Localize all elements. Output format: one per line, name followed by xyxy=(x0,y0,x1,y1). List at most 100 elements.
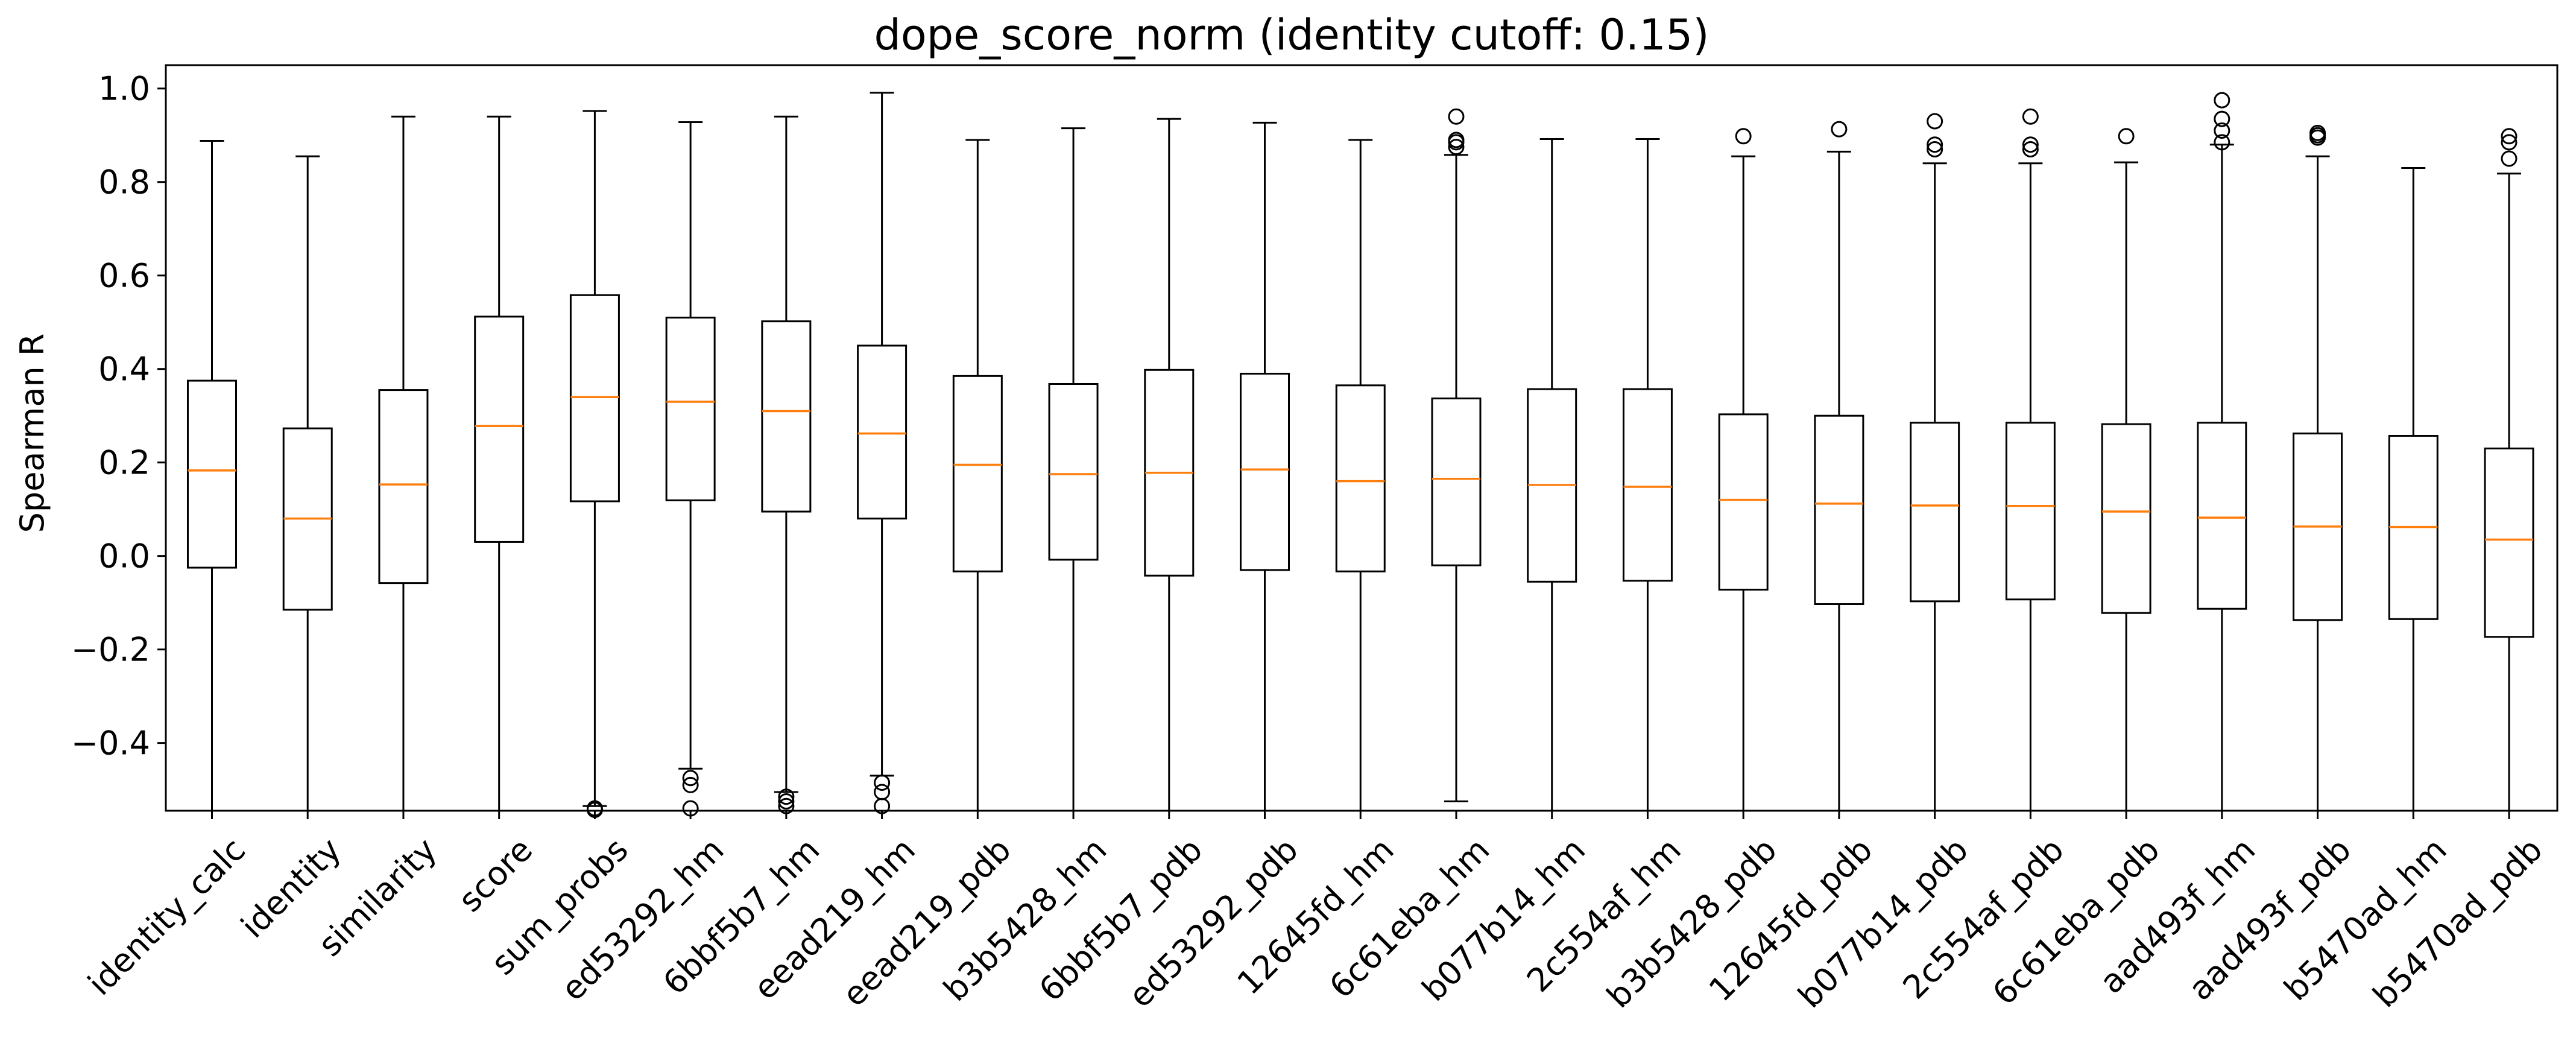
box-group xyxy=(2005,108,2056,811)
box-group xyxy=(2197,92,2247,811)
y-tick-label: −0.4 xyxy=(71,724,150,762)
box-group xyxy=(665,121,716,817)
box-group xyxy=(1910,113,1960,811)
y-tick-label: −0.2 xyxy=(71,631,150,669)
plot-frame xyxy=(165,64,2559,812)
box-iqr xyxy=(2197,422,2247,610)
box-group xyxy=(1527,138,1577,811)
outlier-point xyxy=(2214,134,2230,151)
outlier-point xyxy=(2501,128,2518,145)
x-tick-label: 12645fd_pdb xyxy=(1702,831,1880,1009)
y-axis-label: Spearman R xyxy=(13,334,51,533)
box-group xyxy=(1335,139,1386,811)
x-tick-label: score xyxy=(451,831,540,919)
box-group xyxy=(2484,128,2534,811)
box-iqr xyxy=(665,316,716,501)
x-tick-label: 6bbf5b7_pdb xyxy=(1032,831,1210,1009)
outlier-point xyxy=(874,784,891,800)
box-group xyxy=(857,92,908,814)
outlier-point xyxy=(1448,132,1465,148)
outlier-point xyxy=(1448,108,1465,125)
y-tick-label: 0.0 xyxy=(98,537,150,575)
box-group xyxy=(569,110,620,818)
y-tick-label: 1.0 xyxy=(98,70,150,108)
box-iqr xyxy=(1814,414,1864,605)
outlier-point xyxy=(2309,124,2326,141)
outlier-point xyxy=(682,770,699,787)
outlier-point xyxy=(1448,139,1465,156)
outlier-point xyxy=(2501,150,2518,167)
y-tick-label: 0.6 xyxy=(98,257,150,295)
box-iqr xyxy=(857,344,908,520)
box-group xyxy=(187,140,237,811)
x-tick-label: identity_calc xyxy=(81,831,253,1003)
outlier-point xyxy=(1831,121,1848,138)
outlier-point xyxy=(2501,134,2518,151)
outlier-point xyxy=(1927,136,1943,153)
outlier-point xyxy=(2118,128,2135,145)
x-tick-label: b077b14_hm xyxy=(1415,831,1593,1009)
box-group xyxy=(1144,118,1195,811)
outlier-point xyxy=(2214,110,2230,127)
box-iqr xyxy=(2484,447,2534,638)
box-iqr xyxy=(1335,384,1386,572)
box-group xyxy=(1718,128,1769,811)
x-tick-label: b5470ad_pdb xyxy=(2366,831,2549,1015)
y-tick-label: 0.2 xyxy=(98,444,150,482)
box-iqr xyxy=(952,375,1003,572)
plot-area: −0.4−0.20.00.20.40.60.81.0identity_calci… xyxy=(71,70,2550,1015)
outlier-point xyxy=(778,793,795,810)
outlier-point xyxy=(2214,122,2230,139)
box-group xyxy=(282,155,333,811)
box-iqr xyxy=(474,315,525,543)
box-group xyxy=(1431,108,1482,803)
box-group xyxy=(2388,166,2439,811)
x-tick-label: aad493f_pdb xyxy=(2181,831,2358,1008)
outlier-point xyxy=(2022,141,2039,157)
box-iqr xyxy=(2005,422,2056,601)
outlier-point xyxy=(778,788,795,805)
box-iqr xyxy=(1622,388,1673,582)
box-iqr xyxy=(569,294,620,502)
outlier-point xyxy=(1927,113,1943,130)
x-tick-label: eead219_pdb xyxy=(835,831,1018,1014)
box-group xyxy=(761,115,812,814)
box-iqr xyxy=(1431,398,1482,566)
x-tick-label: ed53292_hm xyxy=(554,831,731,1008)
box-group xyxy=(378,115,429,811)
outlier-point xyxy=(2022,108,2039,125)
outlier-point xyxy=(2214,92,2230,109)
box-group xyxy=(2101,128,2151,811)
box-group xyxy=(1622,138,1673,811)
outlier-point xyxy=(1927,141,1943,157)
x-tick-label: eead219_hm xyxy=(747,831,923,1007)
outlier-point xyxy=(682,776,699,793)
box-group xyxy=(1240,121,1290,811)
box-iqr xyxy=(2101,423,2151,614)
box-iqr xyxy=(1048,382,1099,561)
y-tick-label: 0.8 xyxy=(98,163,150,201)
outlier-point xyxy=(1735,128,1752,145)
chart-title: dope_score_norm (identity cutoff: 0.15) xyxy=(874,10,1709,60)
x-tick-label: b077b14_pdb xyxy=(1791,831,1975,1015)
box-group xyxy=(2293,124,2343,811)
box-group xyxy=(1048,127,1099,811)
x-tick-label: ed53292_pdb xyxy=(1121,831,1305,1015)
outlier-point xyxy=(2022,136,2039,153)
outlier-point xyxy=(874,775,891,791)
box-iqr xyxy=(1910,422,1960,603)
x-tick-label: b5470ad_hm xyxy=(2277,831,2454,1008)
box-iqr xyxy=(1718,413,1769,591)
box-group xyxy=(474,115,525,811)
box-iqr xyxy=(187,379,237,569)
box-iqr xyxy=(761,320,812,513)
box-iqr xyxy=(1240,372,1290,571)
y-tick-label: 0.4 xyxy=(98,350,150,388)
x-tick-label: b3b5428_hm xyxy=(936,831,1114,1009)
box-group xyxy=(952,139,1003,811)
box-group xyxy=(1814,121,1864,811)
x-tick-label: b3b5428_pdb xyxy=(1599,831,1784,1015)
box-iqr xyxy=(378,389,429,585)
